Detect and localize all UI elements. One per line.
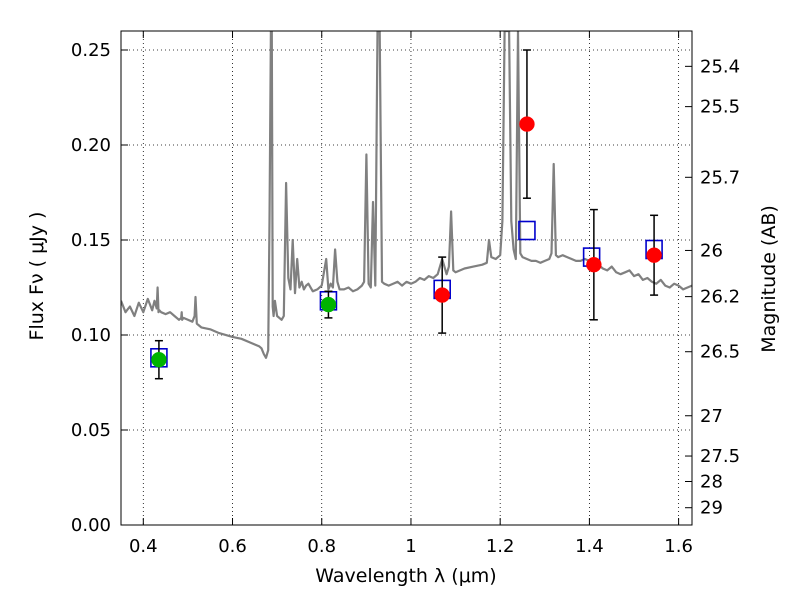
x-tick-label: 1.4	[575, 536, 604, 557]
data-point	[519, 116, 535, 132]
right-tick-label: 29	[700, 498, 723, 519]
grid	[121, 31, 692, 526]
y-tick-label: 0.00	[71, 515, 111, 536]
right-tick-label: 27	[700, 406, 723, 427]
right-tick-label: 26.5	[700, 342, 740, 363]
data-point	[151, 351, 167, 368]
y-tick-label: 0.20	[71, 135, 111, 156]
right-tick-label: 25.7	[700, 167, 740, 188]
plot-area	[121, 31, 692, 380]
right-tick-label: 26.2	[700, 287, 740, 308]
y-axis-title: Flux Fν ( μJy )	[26, 212, 48, 341]
y-axis-right-title: Magnitude (AB)	[758, 205, 780, 353]
data-point	[320, 296, 337, 313]
right-tick-label: 28	[700, 471, 723, 492]
spectrum-line	[121, 31, 692, 359]
x-tick-label: 1	[405, 536, 416, 557]
y-tick-label: 0.25	[71, 40, 111, 61]
plot-frame	[120, 30, 693, 526]
model-photometry-square	[518, 220, 536, 241]
right-tick-label: 25.4	[700, 56, 740, 77]
y-tick-label: 0.10	[71, 325, 111, 346]
data-point	[646, 247, 662, 263]
data-point	[434, 287, 450, 303]
data-point	[586, 256, 602, 273]
x-tick-label: 0.8	[307, 536, 336, 557]
x-tick-label: 1.2	[486, 536, 515, 557]
x-axis-title: Wavelength λ (μm)	[315, 565, 496, 587]
y-tick-label: 0.15	[71, 230, 111, 251]
tick-marks	[121, 31, 692, 526]
x-tick-label: 0.6	[218, 536, 247, 557]
right-tick-label: 27.5	[700, 446, 740, 467]
x-tick-label: 1.6	[664, 536, 693, 557]
tick-labels: 0.4 0.6 0.8 1 1.2 1.4 1.6 0.00 0.05 0.10 0.15 0.20 0…	[71, 40, 740, 557]
x-tick-label: 0.4	[129, 536, 158, 557]
right-tick-label: 25.5	[700, 97, 740, 118]
right-tick-label: 26	[700, 240, 723, 261]
y-tick-label: 0.05	[71, 420, 111, 441]
